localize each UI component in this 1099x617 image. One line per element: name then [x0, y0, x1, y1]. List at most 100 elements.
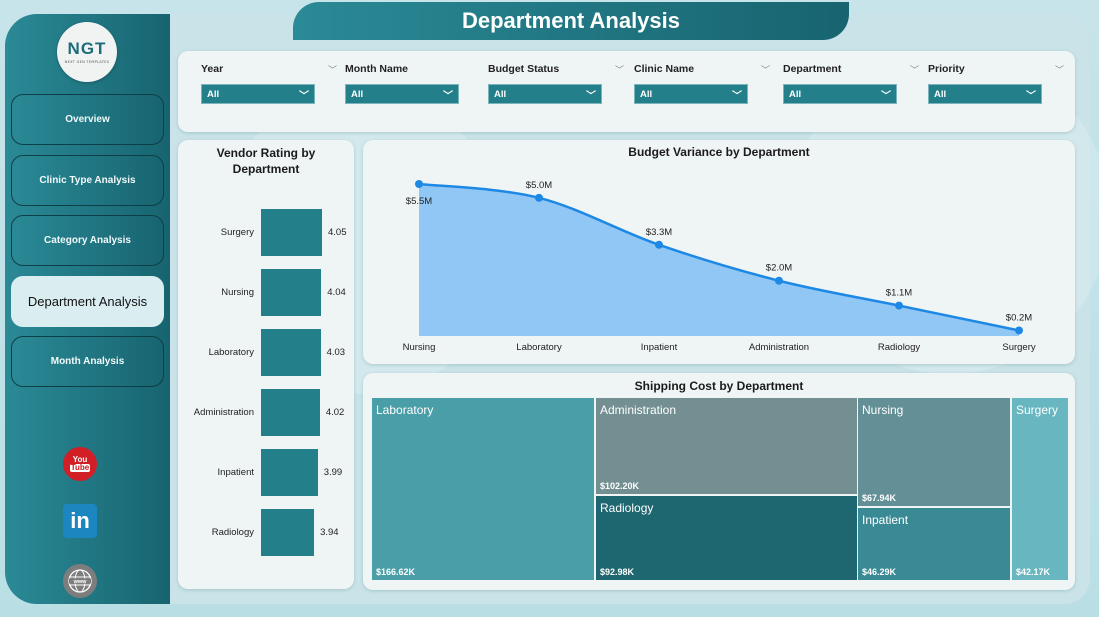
bar-row: Laboratory 4.03 [178, 329, 354, 377]
nav-label: Category Analysis [44, 235, 131, 246]
bar[interactable] [261, 269, 322, 316]
nav-label: Overview [65, 114, 110, 125]
bar-label: Radiology [211, 527, 254, 538]
treemap-tile-laboratory[interactable]: Laboratory $166.62K [372, 398, 594, 580]
x-axis-label: Laboratory [516, 342, 562, 353]
treemap-tile-surgery[interactable]: Surgery $42.17K [1012, 398, 1068, 580]
chevron-down-icon[interactable]: ﹀ [327, 65, 337, 75]
month-name-dropdown[interactable]: All ﹀ [345, 84, 459, 104]
treemap-tile-administration[interactable]: Administration $102.20K [596, 398, 857, 494]
dropdown-value: All [207, 88, 220, 100]
chevron-down-icon[interactable]: ﹀ [1054, 65, 1064, 75]
treemap-tile-inpatient[interactable]: Inpatient $46.29K [858, 508, 1010, 580]
x-axis-label: Nursing [403, 342, 436, 353]
data-point[interactable] [415, 180, 423, 188]
chevron-down-icon[interactable]: ﹀ [909, 65, 919, 75]
data-point[interactable] [895, 301, 903, 310]
bar[interactable] [261, 389, 320, 436]
nav-label: Department Analysis [27, 294, 148, 309]
filter-year: Year ﹀ All ﹀ [201, 63, 337, 104]
filter-priority: Priority ﹀ All ﹀ [928, 63, 1064, 104]
nav-month-analysis[interactable]: Month Analysis [11, 336, 164, 387]
dropdown-value: All [351, 88, 364, 100]
area-line [418, 182, 1020, 332]
tile-value: $46.29K [862, 567, 897, 577]
tile-label: Administration [600, 403, 677, 417]
website-icon[interactable]: www [63, 564, 97, 598]
bar-label: Nursing [221, 287, 254, 298]
x-axis-label: Surgery [1002, 342, 1036, 353]
bar-row: Nursing 4.04 [178, 269, 354, 317]
logo-subtitle: NEXT GEN TEMPLATES [64, 60, 110, 64]
bar-value: 3.99 [323, 467, 343, 478]
x-axis-label: Radiology [878, 342, 920, 353]
filter-label: Year ﹀ [201, 63, 337, 79]
data-point[interactable] [655, 240, 663, 249]
nav-category-analysis[interactable]: Category Analysis [11, 215, 164, 266]
bar[interactable] [261, 209, 322, 256]
nav-label: Month Analysis [50, 356, 125, 367]
priority-dropdown[interactable]: All ﹀ [928, 84, 1042, 104]
filter-budget-status: Budget Status ﹀ All ﹀ [488, 63, 624, 104]
data-point[interactable] [535, 193, 543, 202]
logo[interactable]: NGT NEXT GEN TEMPLATES [57, 22, 117, 82]
chevron-down-icon[interactable]: ﹀ [614, 65, 624, 75]
chevron-down-icon: ﹀ [881, 90, 891, 102]
filter-label: Department ﹀ [783, 63, 919, 79]
clinic-name-dropdown[interactable]: All ﹀ [634, 84, 748, 104]
tile-label: Surgery [1016, 403, 1059, 417]
filter-label: Clinic Name ﹀ [634, 63, 770, 79]
bar-label: Administration [193, 407, 254, 418]
bar-label: Laboratory [208, 347, 254, 358]
bar[interactable] [261, 329, 321, 376]
filter-month-name: Month Name﹀ All ﹀ [345, 63, 459, 104]
data-label: $2.0M [766, 263, 792, 274]
data-point[interactable] [1015, 326, 1023, 335]
filter-label-text: Budget Status [488, 63, 560, 75]
bar-value: 4.03 [326, 347, 346, 358]
filter-label-text: Year [201, 63, 224, 75]
budget-status-dropdown[interactable]: All ﹀ [488, 84, 602, 104]
bar[interactable] [261, 509, 315, 556]
tile-label: Laboratory [376, 403, 434, 417]
nav-clinic-type-analysis[interactable]: Clinic Type Analysis [11, 155, 164, 206]
dropdown-value: All [494, 88, 507, 100]
linkedin-icon[interactable]: in [63, 504, 97, 538]
chevron-down-icon[interactable]: ﹀ [760, 65, 770, 75]
tile-value: $42.17K [1016, 567, 1051, 577]
tile-value: $166.62K [376, 567, 416, 577]
data-point[interactable] [775, 276, 783, 285]
tile-label: Nursing [862, 403, 904, 417]
youtube-icon[interactable]: You Tube [63, 447, 97, 481]
bar[interactable] [261, 449, 318, 496]
chart-title: Vendor Rating by Department [216, 146, 316, 176]
dropdown-value: All [789, 88, 802, 100]
filter-label-text: Department [783, 63, 842, 75]
data-label: $3.3M [646, 227, 672, 238]
filter-label: Month Name﹀ [345, 63, 459, 79]
x-axis-label: Inpatient [641, 342, 678, 353]
page-title: Department Analysis [293, 2, 849, 40]
chevron-down-icon: ﹀ [586, 90, 596, 102]
filter-label-text: Priority [928, 63, 965, 75]
nav-label: Clinic Type Analysis [39, 175, 136, 186]
bar-label: Surgery [220, 227, 254, 238]
data-label: $5.0M [526, 180, 552, 191]
nav-overview[interactable]: Overview [11, 94, 164, 145]
filter-clinic-name: Clinic Name ﹀ All ﹀ [634, 63, 770, 104]
nav-department-analysis[interactable]: Department Analysis [11, 276, 164, 327]
dropdown-value: All [640, 88, 653, 100]
budget-variance-chart: Budget Variance by Department $5.5M Nursi… [363, 140, 1075, 364]
year-dropdown[interactable]: All ﹀ [201, 84, 315, 104]
filter-department: Department ﹀ All ﹀ [783, 63, 919, 104]
chevron-down-icon: ﹀ [732, 90, 742, 102]
bar-value: 4.04 [327, 287, 346, 298]
treemap-tile-nursing[interactable]: Nursing $67.94K [858, 398, 1010, 506]
treemap-tile-radiology[interactable]: Radiology $92.98K [596, 496, 857, 580]
shipping-cost-chart: Shipping Cost by Department Laboratory $1… [363, 373, 1075, 590]
data-label: $5.5M [406, 196, 432, 207]
tile-value: $67.94K [862, 493, 897, 503]
department-dropdown[interactable]: All ﹀ [783, 84, 897, 104]
dropdown-value: All [934, 88, 947, 100]
svg-text:www: www [73, 579, 88, 585]
